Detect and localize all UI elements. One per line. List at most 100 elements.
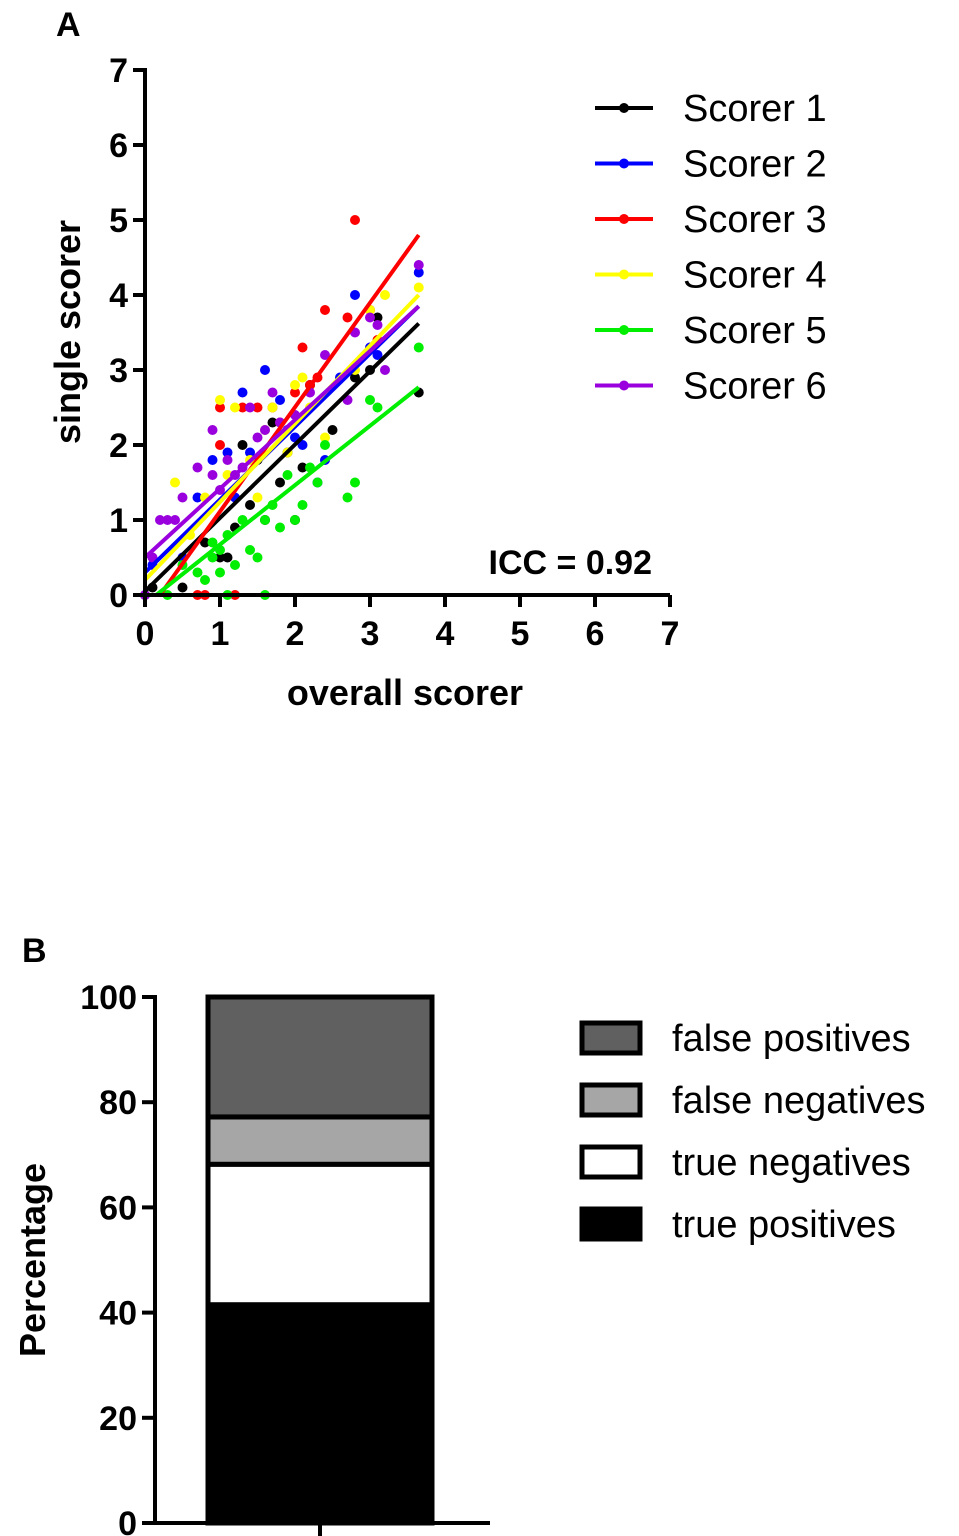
b-y-tick-label: 20 (99, 1400, 137, 1438)
panel-b-label: B (22, 932, 47, 970)
legend-swatch-marker (619, 269, 629, 280)
y-tick-label: 4 (109, 277, 128, 315)
b-legend-item: false positives (579, 1018, 911, 1060)
data-point (413, 342, 424, 353)
legend-label: Scorer 3 (683, 199, 827, 241)
x-tick-label: 6 (586, 615, 605, 653)
b-legend-swatch (579, 1206, 643, 1242)
data-point (372, 320, 383, 330)
b-y-axis-title: Percentage (12, 1163, 53, 1357)
panel-b-bars (205, 994, 435, 1526)
data-point (320, 440, 330, 450)
data-point (290, 515, 300, 525)
data-point (230, 402, 240, 413)
data-point (320, 432, 330, 443)
data-point (222, 552, 233, 563)
y-tick-label: 2 (109, 427, 128, 465)
data-point (372, 350, 383, 360)
data-point (290, 387, 300, 398)
legend-swatch-marker (619, 380, 629, 391)
y-tick-label: 6 (109, 127, 128, 165)
panel-a-ticks: 0 1 2 3 4 5 6 7 0 1 2 3 4 5 6 7 (109, 52, 679, 653)
y-tick-label: 0 (109, 577, 128, 615)
data-point (297, 462, 308, 473)
data-point (350, 372, 360, 383)
data-point (177, 492, 188, 503)
data-point (245, 447, 255, 458)
legend-swatch-marker (619, 214, 629, 224)
data-point (207, 537, 218, 548)
data-point (215, 402, 225, 413)
legend-swatch-marker (619, 325, 629, 335)
data-point (320, 350, 330, 360)
data-point (350, 215, 360, 225)
data-point (215, 552, 225, 563)
y-axis-title: single scorer (47, 220, 88, 444)
fit-line-series-3 (158, 233, 421, 597)
bar-segment-true-positives (205, 1302, 435, 1526)
b-y-tick-label: 100 (80, 979, 137, 1017)
data-point (230, 560, 240, 570)
data-point (342, 492, 353, 503)
legend-label: Scorer 1 (683, 88, 827, 130)
data-point (215, 440, 225, 450)
y-tick-label: 5 (109, 202, 128, 240)
data-point (372, 312, 383, 323)
data-point (237, 387, 248, 398)
data-point (297, 440, 308, 450)
fit-line-series-5 (155, 385, 420, 597)
series-6 (140, 260, 424, 600)
data-point (297, 342, 308, 353)
b-legend-swatch (579, 1144, 643, 1180)
panel-a: A 0 1 2 3 4 5 6 7 0 1 2 3 4 5 6 7 overall scorer single… (47, 6, 827, 713)
x-tick-label: 0 (136, 615, 155, 653)
fit-line-series-4 (143, 293, 421, 582)
data-point (192, 492, 203, 503)
panel-a-plot-area (140, 215, 424, 600)
panel-b: B 0 20 40 60 80 100 Percentage false positive… (12, 932, 926, 1536)
legend-item: Scorer 6 (595, 366, 827, 408)
panel-a-label: A (56, 6, 81, 44)
legend-item: Scorer 3 (595, 199, 827, 241)
legend-label: Scorer 5 (683, 310, 827, 352)
data-point (200, 575, 210, 585)
x-tick-label: 5 (511, 615, 530, 653)
x-tick-label: 1 (211, 615, 230, 653)
data-point (282, 470, 293, 480)
data-point (162, 515, 173, 525)
data-point (350, 290, 360, 300)
data-point (215, 395, 225, 405)
icc-annotation: ICC = 0.92 (489, 544, 652, 582)
data-point (192, 462, 203, 473)
legend-swatch-marker (619, 103, 629, 113)
data-point (260, 425, 270, 435)
data-point (275, 395, 285, 405)
legend-item: Scorer 1 (595, 88, 827, 130)
data-point (413, 282, 424, 293)
data-point (252, 432, 263, 443)
b-legend-item: false negatives (579, 1080, 926, 1122)
data-point (237, 440, 248, 450)
data-point (297, 500, 308, 510)
data-point (413, 260, 424, 270)
data-point (320, 305, 330, 315)
bar-segment-false-positives (205, 994, 435, 1120)
legend-label: Scorer 4 (683, 255, 827, 297)
series-5 (162, 342, 424, 600)
panel-b-axes (153, 995, 490, 1536)
fit-line-series-6 (143, 304, 421, 559)
bar-segment-false-negatives (205, 1114, 435, 1167)
x-tick-label: 3 (361, 615, 380, 653)
b-legend-item: true positives (579, 1204, 896, 1246)
data-point (365, 395, 375, 405)
data-point (275, 522, 285, 533)
fit-line-series-1 (143, 322, 421, 593)
data-point (350, 477, 360, 488)
legend-item: Scorer 4 (595, 255, 827, 297)
legend-swatch-marker (619, 158, 629, 169)
data-point (237, 402, 248, 413)
data-point (297, 372, 308, 383)
data-point (245, 545, 255, 555)
data-point (252, 492, 263, 503)
data-point (207, 470, 218, 480)
